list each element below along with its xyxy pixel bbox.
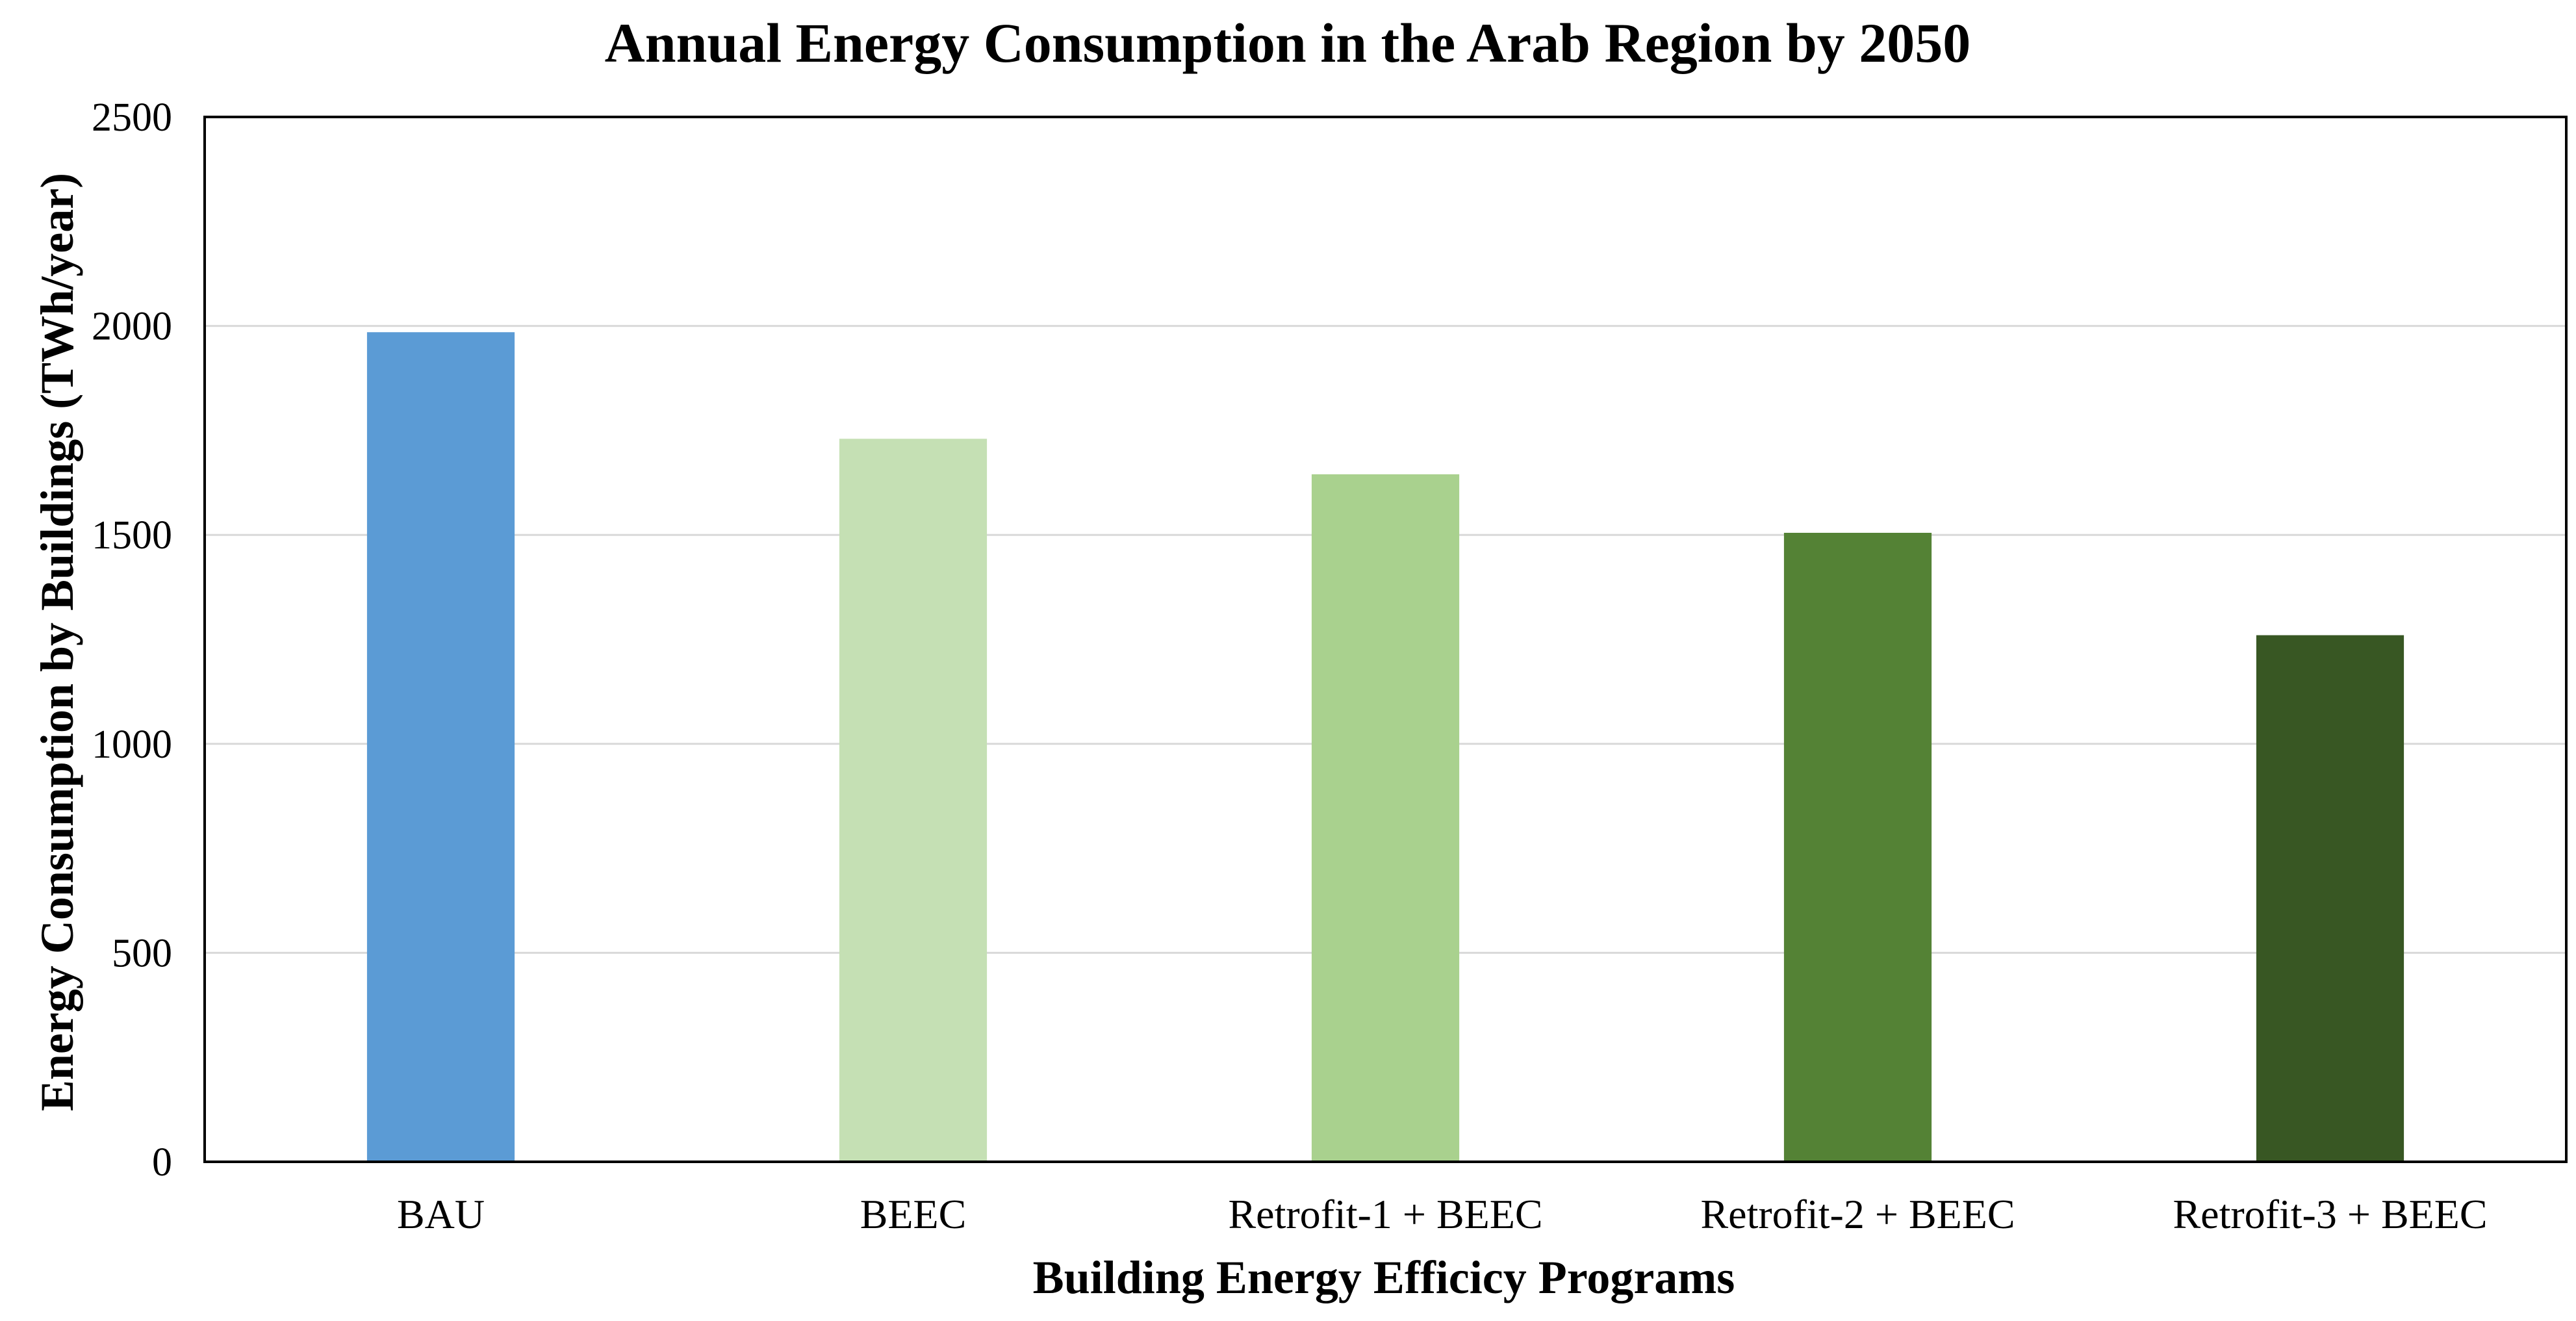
y-tick-label: 2000 (92, 305, 172, 349)
bar-retrofit-3-beec (2256, 635, 2404, 1162)
x-category-label: Retrofit-3 + BEEC (2173, 1191, 2487, 1237)
y-tick-label: 0 (152, 1140, 172, 1185)
x-category-label: Retrofit-1 + BEEC (1228, 1191, 1542, 1237)
bar-retrofit-1-beec (1311, 474, 1460, 1162)
bar-retrofit-2-beec (1783, 532, 1932, 1162)
x-category-label: BAU (397, 1191, 485, 1237)
y-axis-title: Energy Consumption by Buildings (TWh/yea… (31, 173, 83, 1111)
x-category-label: Retrofit-2 + BEEC (1700, 1191, 2015, 1237)
y-tick-label: 1500 (92, 513, 172, 558)
x-axis-category-labels: BAU BEEC Retrofit-1 + BEEC Retrofit-2 + BEE… (397, 1191, 2488, 1237)
x-category-label: BEEC (860, 1191, 967, 1237)
y-tick-label: 1000 (92, 723, 172, 767)
plot-area-frame (203, 116, 2568, 1163)
bar-beec (839, 439, 988, 1162)
y-tick-label: 500 (112, 931, 172, 975)
chart-title: Annual Energy Consumption in the Arab Re… (605, 12, 1971, 74)
x-axis-title: Building Energy Efficicy Programs (1033, 1251, 1735, 1303)
bars (366, 332, 2404, 1162)
bar-bau (366, 332, 515, 1162)
y-axis-ticks: 0 500 1000 1500 2000 2500 (92, 96, 172, 1185)
y-tick-label: 2500 (92, 96, 172, 140)
